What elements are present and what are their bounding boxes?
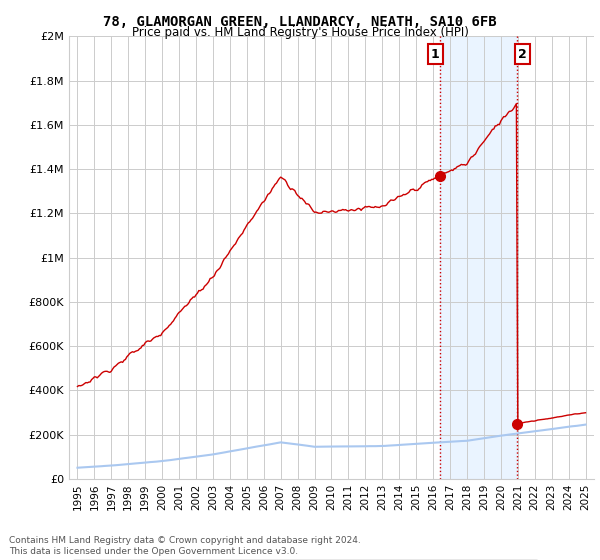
- Text: 2: 2: [518, 48, 527, 60]
- Text: Price paid vs. HM Land Registry's House Price Index (HPI): Price paid vs. HM Land Registry's House …: [131, 26, 469, 39]
- Text: 78, GLAMORGAN GREEN, LLANDARCY, NEATH, SA10 6FB: 78, GLAMORGAN GREEN, LLANDARCY, NEATH, S…: [103, 15, 497, 29]
- Bar: [440, 36, 517, 479]
- Text: Contains HM Land Registry data © Crown copyright and database right 2024.
This d: Contains HM Land Registry data © Crown c…: [9, 536, 361, 556]
- Text: 1: 1: [431, 48, 440, 60]
